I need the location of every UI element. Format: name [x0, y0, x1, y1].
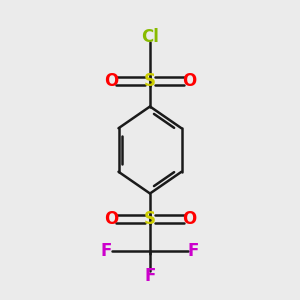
Text: F: F [144, 267, 156, 285]
Text: O: O [182, 72, 196, 90]
Text: O: O [182, 210, 196, 228]
Text: O: O [104, 210, 118, 228]
Text: O: O [104, 72, 118, 90]
Text: Cl: Cl [141, 28, 159, 46]
Text: F: F [188, 242, 199, 260]
Text: S: S [144, 210, 156, 228]
Text: F: F [101, 242, 112, 260]
Text: S: S [144, 72, 156, 90]
